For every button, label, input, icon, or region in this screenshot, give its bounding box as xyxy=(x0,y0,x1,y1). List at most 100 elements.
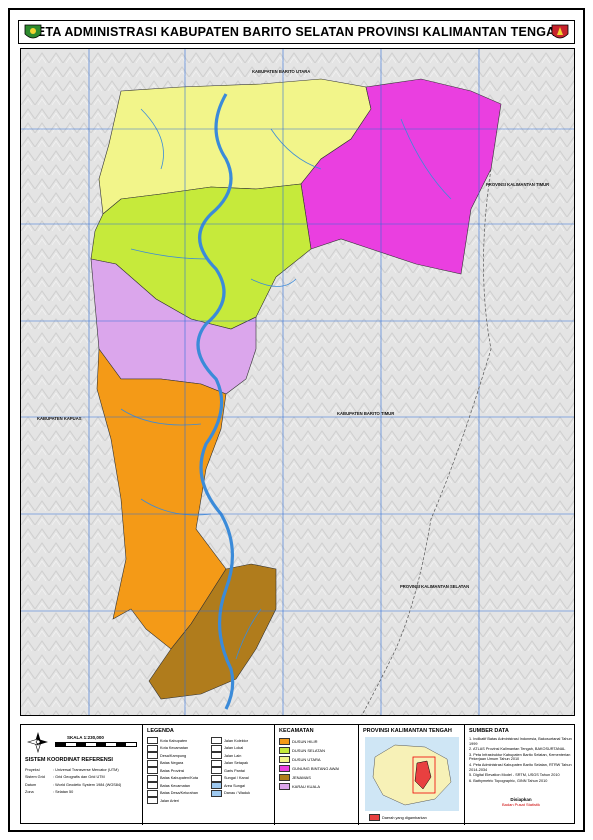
legend-swatch xyxy=(211,752,222,760)
legend-label: Sungai / Kanal xyxy=(224,776,249,781)
kecamatan-swatch xyxy=(279,747,290,754)
credit-heading: Disiapkan xyxy=(510,797,532,802)
legend-item: Sungai / Kanal xyxy=(211,774,273,783)
inset-panel: PROVINSI KALIMANTAN TENGAH Daerah yang d… xyxy=(359,725,465,825)
legend-label: Garis Pantai xyxy=(224,768,245,773)
legend-item: Kota Kecamatan xyxy=(147,744,209,753)
legend-item: Jalan Arteri xyxy=(147,797,209,805)
district-jenamas xyxy=(148,563,277,700)
legend-swatch xyxy=(147,782,158,790)
source-item: 6. Bathymetric Topographic, GINN Tahun 2… xyxy=(469,779,573,784)
inset-map xyxy=(365,737,459,811)
scale-bar xyxy=(55,742,137,747)
legend-item: Danau / Waduk xyxy=(211,789,273,798)
sources-panel: SUMBER DATA 1. Indikatif Batas Administr… xyxy=(465,725,576,825)
province-emblem-icon xyxy=(551,24,569,39)
coord-key: Sistem Grid xyxy=(25,775,45,780)
source-item: 3. Peta Infrastruktur Kabupaten Barito S… xyxy=(469,753,573,762)
legend-swatch xyxy=(147,789,158,797)
coord-value: : Grid Geografis dan Grid UTM xyxy=(53,775,105,780)
legend-item: Kota Kabupaten xyxy=(147,737,209,745)
source-label: 3. Peta Infrastruktur Kabupaten Barito S… xyxy=(469,752,571,762)
scale-panel: SKALA 1:230,000 SISTEM KOORDINAT REFEREN… xyxy=(21,725,143,825)
kecamatan-panel: KECAMATAN DUSUN HILIR DUSUN SELATAN DUSUN … xyxy=(275,725,359,825)
kecamatan-item: DUSUN UTARA xyxy=(279,755,357,764)
legend-item: Batas Provinsi xyxy=(147,767,209,775)
legend-label: Jalan Lokal xyxy=(224,746,244,751)
label-north: KABUPATEN BARITO UTARA xyxy=(252,69,311,74)
label-south-east: PROVINSI KALIMANTAN SELATAN xyxy=(400,584,470,589)
legend-label: Danau / Waduk xyxy=(224,791,251,796)
legend-swatch xyxy=(147,737,158,745)
coord-value: : World Geodetic System 1984 (WGS84) xyxy=(53,782,122,787)
legend-swatch xyxy=(147,774,158,782)
legend-label: Batas Negara xyxy=(160,761,184,766)
source-label: 2. ATLAS Provinsi Kalimantan Tengah, BAK… xyxy=(469,747,566,752)
kecamatan-item: GUNUNG BINTANG AWAI xyxy=(279,764,357,773)
credit-block: Disiapkan Badan Pusat Statistik xyxy=(469,797,573,807)
district-gunung-bintang-awai xyxy=(300,78,502,275)
legend-label: Jalan Setapak xyxy=(224,761,249,766)
kecamatan-list: DUSUN HILIR DUSUN SELATAN DUSUN UTARA GUNUN… xyxy=(279,737,357,791)
legend-label: Batas Provinsi xyxy=(160,768,185,773)
legend-item: Jalan Lokal xyxy=(211,744,273,753)
coord-key: Proyeksi xyxy=(25,767,40,772)
legend-swatch xyxy=(211,744,222,752)
legend-swatch xyxy=(211,767,222,775)
legend-label: Jalan Arteri xyxy=(160,798,179,803)
kecamatan-swatch xyxy=(279,765,290,772)
map-title: PETA ADMINISTRASI KABUPATEN BARITO SELAT… xyxy=(28,25,565,39)
legend-symbols: LEGENDA Kota Kabupaten Kota Kecamatan Desa… xyxy=(143,725,275,825)
coord-value: : Selatan 50 xyxy=(53,790,74,795)
barito-river xyxy=(196,93,235,710)
legend-swatch xyxy=(147,744,158,752)
kecamatan-label: KARAU KUALA xyxy=(292,784,321,789)
sources-list: 1. Indikatif Batas Administrasi Indonesi… xyxy=(469,737,573,784)
legend-swatch xyxy=(211,782,222,790)
kecamatan-item: KARAU KUALA xyxy=(279,782,357,791)
kecamatan-label: JENAMAS xyxy=(292,775,311,780)
kecamatan-heading: KECAMATAN xyxy=(279,728,314,734)
label-west: KABUPATEN KAPUAS xyxy=(37,416,82,421)
kecamatan-swatch xyxy=(279,738,290,745)
legend-swatch xyxy=(211,774,222,782)
legend-swatch xyxy=(147,752,158,760)
coord-key: Datum xyxy=(25,782,37,787)
credit-sub: Badan Pusat Statistik xyxy=(501,802,541,807)
regency-emblem-icon xyxy=(24,24,42,39)
main-map: KABUPATEN BARITO UTARA PROVINSI KALIMANT… xyxy=(20,48,575,716)
inset-swatch xyxy=(369,814,380,822)
legend-label: Kota Kabupaten xyxy=(160,738,188,743)
north-arrow-icon xyxy=(27,732,48,753)
legend-item: Batas Kabupaten/Kota xyxy=(147,774,209,783)
kecamatan-item: JENAMAS xyxy=(279,773,357,782)
legend-swatch xyxy=(211,759,222,767)
legend-item: Batas Desa/Kelurahan xyxy=(147,789,209,798)
legend-item: Garis Pantai xyxy=(211,767,273,775)
source-item: 5. Digital Elevation Model - SRTM, USGS … xyxy=(469,773,573,778)
legend-item: Desa/Kampung xyxy=(147,752,209,760)
legend-item: Jalan Lain xyxy=(211,752,273,760)
inset-caption: Daerah yang digambarkan xyxy=(382,815,427,820)
legend-item: Area Sungai xyxy=(211,782,273,790)
coord-key: Zona xyxy=(25,790,34,795)
legend-label: Jalan Kolektor xyxy=(224,738,249,743)
legend-panel: SKALA 1:230,000 SISTEM KOORDINAT REFEREN… xyxy=(20,724,576,825)
legend-label: Jalan Lain xyxy=(224,753,242,758)
map-canvas xyxy=(21,49,574,715)
legend-swatch xyxy=(211,789,222,797)
inset-caption-row: Daerah yang digambarkan xyxy=(369,814,427,822)
legend-label: Kota Kecamatan xyxy=(160,746,189,751)
kecamatan-swatch xyxy=(279,774,290,781)
legend-swatch xyxy=(147,797,158,805)
kecamatan-swatch xyxy=(279,783,290,790)
legend-left-list: Kota Kabupaten Kota Kecamatan Desa/Kampung… xyxy=(147,737,209,805)
kecamatan-label: DUSUN SELATAN xyxy=(292,748,325,753)
legend-right-list: Jalan Kolektor Jalan Lokal Jalan Lain Jalan… xyxy=(211,737,273,797)
source-label: 6. Bathymetric Topographic, GINN Tahun 2… xyxy=(469,778,548,783)
legend-swatch xyxy=(211,737,222,745)
legend-item: Jalan Kolektor xyxy=(211,737,273,745)
scale-label: SKALA 1:230,000 xyxy=(67,735,104,740)
source-label: 5. Digital Elevation Model - SRTM, USGS … xyxy=(469,773,560,778)
coord-rows: Proyeksi: Universal Transverse Mercator … xyxy=(25,766,141,796)
